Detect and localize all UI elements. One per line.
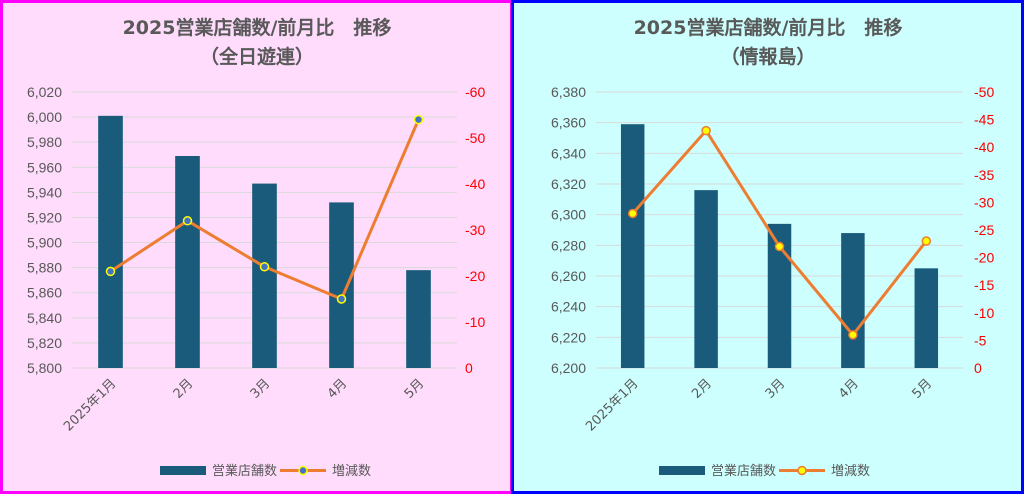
y-right-tick-label: -20 bbox=[974, 250, 994, 266]
y-right-tick-label: -10 bbox=[974, 305, 994, 321]
y-axis-left: 5,800 5,820 5,840 5,860 5,880 5,900 5,920 5,940… bbox=[27, 84, 62, 376]
line-marker bbox=[336, 294, 347, 304]
y-axis-right: 0 -10 -20 -30 -40 -50 -60 bbox=[465, 84, 485, 376]
y-left-tick-label: 6,360 bbox=[551, 115, 586, 131]
bar bbox=[767, 223, 792, 368]
y-left-tick-label: 6,380 bbox=[551, 84, 586, 100]
y-right-tick-label: 0 bbox=[465, 360, 473, 376]
y-left-tick-label: 6,320 bbox=[551, 176, 586, 192]
chart-svg-johojima: 2025営業店舗数/前月比 推移 （情報島） 6,2006,2206,2406,… bbox=[511, 0, 1024, 494]
chart-background bbox=[511, 0, 1024, 494]
bar bbox=[329, 202, 354, 368]
y-left-tick-label: 5,940 bbox=[27, 184, 62, 200]
line-marker bbox=[259, 262, 270, 272]
bar bbox=[841, 233, 865, 368]
line-marker bbox=[921, 236, 932, 246]
legend-label-line: 増減数 bbox=[831, 463, 870, 479]
y-left-tick-label: 5,960 bbox=[27, 159, 62, 175]
bar bbox=[252, 183, 277, 368]
bar bbox=[620, 124, 645, 368]
y-right-tick-label: -5 bbox=[974, 332, 987, 348]
line-marker bbox=[413, 114, 424, 125]
y-left-tick-label: 6,020 bbox=[27, 84, 62, 100]
y-axis-right: 0 -5 -10 -15 -20 -25 -30 -35 -40 -45 -50 bbox=[974, 84, 994, 376]
y-left-tick-label: 5,800 bbox=[27, 360, 62, 376]
y-axis-left: 6,200 6,220 6,240 6,260 6,280 6,300 6,320 6,340… bbox=[551, 84, 586, 376]
bar bbox=[98, 115, 123, 368]
y-left-tick-label: 6,220 bbox=[551, 329, 586, 345]
line-marker bbox=[774, 241, 785, 252]
bar bbox=[694, 190, 718, 368]
gridlines bbox=[72, 91, 457, 369]
y-left-tick-label: 5,920 bbox=[27, 209, 62, 225]
y-right-tick-label: -25 bbox=[974, 222, 994, 238]
y-left-tick-label: 5,820 bbox=[27, 335, 62, 351]
y-left-tick-label: 6,240 bbox=[551, 299, 586, 315]
y-left-tick-label: 6,000 bbox=[27, 109, 62, 125]
y-right-tick-label: -50 bbox=[465, 130, 485, 146]
bar-series bbox=[620, 124, 939, 368]
legend-swatch-bar bbox=[659, 466, 705, 475]
chart-svg-zennichi: 2025営業店舗数/前月比 推移 （全日遊連） 5,8005,8205,8405… bbox=[0, 0, 513, 494]
y-left-tick-label: 5,900 bbox=[27, 235, 62, 251]
y-left-tick-label: 5,840 bbox=[27, 310, 62, 326]
y-left-tick-label: 6,260 bbox=[551, 268, 586, 284]
y-left-tick-label: 6,200 bbox=[551, 360, 586, 376]
chart-panel-zennichi: 2025営業店舗数/前月比 推移 （全日遊連） 5,800 5,820 5,840 5… bbox=[0, 0, 513, 494]
y-left-tick-label: 5,860 bbox=[27, 285, 62, 301]
line-series bbox=[627, 125, 932, 340]
legend-label-bar: 営業店舗数 bbox=[711, 463, 776, 479]
y-right-tick-label: -60 bbox=[465, 84, 485, 100]
y-right-tick-label: -35 bbox=[974, 167, 994, 183]
chart-panel-johojima: 2025営業店舗数/前月比 推移 （情報島） 6,200 6,220 6,240 6,… bbox=[511, 0, 1024, 494]
legend-swatch-marker bbox=[298, 465, 308, 476]
y-left-tick-label: 6,340 bbox=[551, 145, 586, 161]
y-right-tick-label: -30 bbox=[974, 194, 994, 210]
y-left-tick-label: 6,280 bbox=[551, 237, 586, 253]
y-right-tick-label: -40 bbox=[974, 139, 994, 155]
chart-title: 2025営業店舗数/前月比 推移 bbox=[123, 16, 392, 39]
legend: 営業店舗数 増減数 bbox=[160, 463, 371, 479]
y-right-tick-label: -15 bbox=[974, 277, 994, 293]
legend-label-bar: 営業店舗数 bbox=[212, 463, 277, 479]
chart-subtitle: （全日遊連） bbox=[200, 45, 314, 68]
line-series bbox=[105, 114, 424, 304]
chart-title: 2025営業店舗数/前月比 推移 bbox=[634, 16, 903, 39]
line-marker bbox=[701, 125, 711, 136]
legend-swatch-marker bbox=[797, 465, 807, 476]
y-right-tick-label: -45 bbox=[974, 112, 994, 128]
line-marker bbox=[627, 208, 638, 219]
line-marker bbox=[182, 216, 193, 226]
line-marker bbox=[105, 266, 116, 277]
y-right-tick-label: -20 bbox=[465, 268, 485, 284]
bar bbox=[914, 268, 939, 368]
legend-swatch-bar bbox=[160, 466, 206, 475]
bar-series bbox=[98, 115, 431, 368]
bar bbox=[175, 155, 200, 368]
line-marker bbox=[848, 330, 858, 340]
y-right-tick-label: 0 bbox=[974, 360, 982, 376]
y-right-tick-label: -40 bbox=[465, 176, 485, 192]
legend-label-line: 増減数 bbox=[332, 463, 371, 479]
y-right-tick-label: -10 bbox=[465, 314, 485, 330]
chart-subtitle: （情報島） bbox=[720, 45, 815, 68]
y-right-tick-label: -30 bbox=[465, 222, 485, 238]
y-right-tick-label: -50 bbox=[974, 84, 994, 100]
y-left-tick-label: 6,300 bbox=[551, 207, 586, 223]
y-left-tick-label: 5,980 bbox=[27, 134, 62, 150]
legend: 営業店舗数 増減数 bbox=[659, 463, 870, 479]
bar bbox=[406, 270, 431, 368]
y-left-tick-label: 5,880 bbox=[27, 260, 62, 276]
